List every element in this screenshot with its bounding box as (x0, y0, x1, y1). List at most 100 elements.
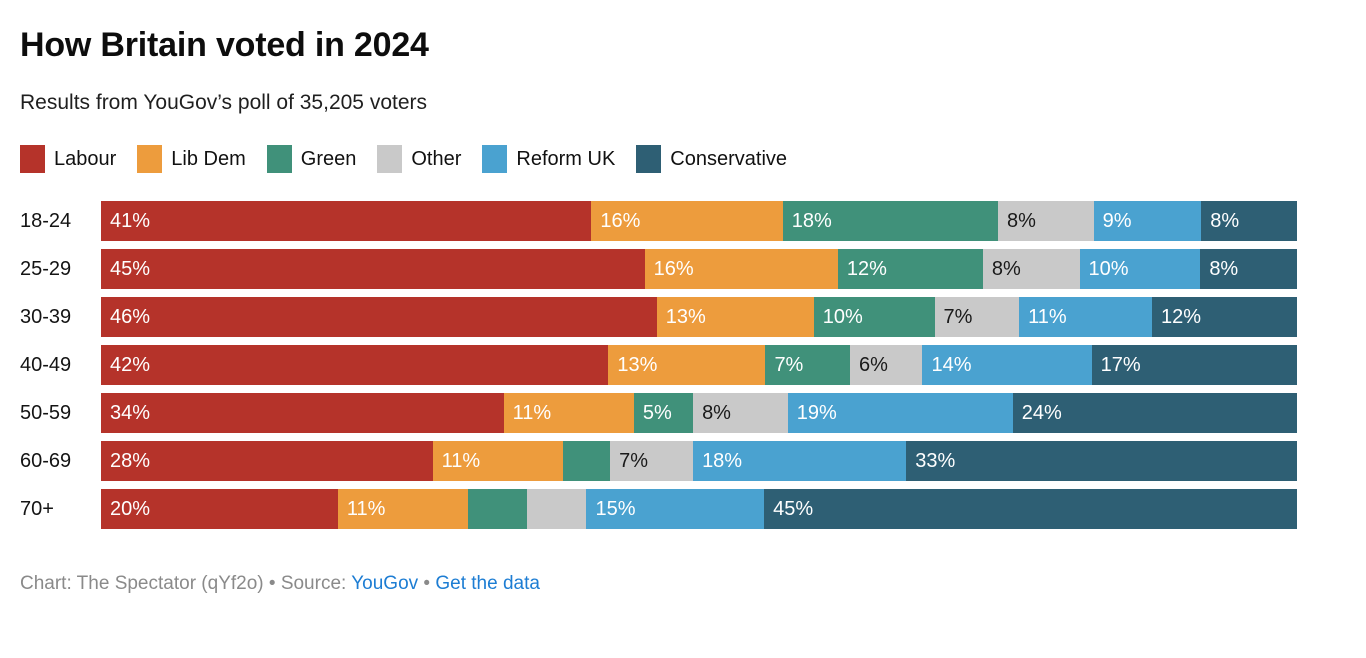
legend-swatch-green (266, 145, 292, 174)
bar-segment-conservative: 12% (1151, 297, 1297, 338)
segment-value-label: 46% (110, 306, 151, 329)
stacked-bar: 46% 13% 10% 7% 11% 12% (101, 297, 1297, 338)
bar-segment-green (562, 441, 611, 482)
bar-segment-green: 7% (765, 345, 850, 386)
segment-value-label: 28% (110, 450, 151, 473)
chart-row-70: 70+ 20% 11% 15% 45% (20, 489, 1297, 530)
segment-value-label: 7% (619, 450, 649, 473)
segment-value-label: 20% (110, 498, 151, 521)
legend-swatch-reform-uk (482, 145, 508, 174)
bar-segment-labour: 46% (101, 297, 657, 338)
segment-value-label: 10% (1088, 258, 1129, 281)
footer-attribution: Chart: The Spectator (qYf2o) • Source: Y… (20, 573, 1346, 595)
segment-value-label: 16% (600, 210, 641, 233)
bar-segment-other (527, 489, 587, 530)
age-group-label: 70+ (20, 498, 54, 521)
bar-segment-conservative: 8% (1201, 201, 1297, 242)
age-group-label: 25-29 (20, 258, 72, 281)
segment-value-label: 7% (774, 354, 804, 377)
segment-value-label: 15% (595, 498, 636, 521)
bar-segment-other: 7% (610, 441, 694, 482)
segment-value-label: 8% (1210, 210, 1240, 233)
bar-segment-other: 8% (997, 201, 1094, 242)
segment-value-label: 12% (1160, 306, 1202, 329)
segment-value-label: 16% (653, 258, 694, 281)
bar-segment-green: 10% (813, 297, 935, 338)
chart-subtitle: Results from YouGov’s poll of 35,205 vot… (20, 91, 428, 115)
legend-item-green: Green (266, 145, 356, 174)
footer-prefix-text: Chart: The Spectator (qYf2o) • Source: (20, 573, 352, 595)
segment-value-label: 11% (441, 450, 481, 473)
segment-value-label: 11% (346, 498, 386, 521)
segment-value-label: 42% (110, 354, 151, 377)
bar-segment-lib-dem: 16% (591, 201, 783, 242)
legend: Labour Lib Dem Green Other Reform UK Conserva… (20, 145, 1346, 174)
segment-value-label: 19% (796, 402, 837, 425)
stacked-bar: 34% 11% 5% 8% 19% 24% (101, 393, 1297, 434)
bar-segment-reform-uk: 14% (922, 345, 1092, 386)
bar-segment-conservative: 45% (764, 489, 1297, 530)
chart-title: How Britain voted in 2024 (20, 26, 429, 64)
legend-item-conservative: Conservative (636, 145, 787, 174)
chart-row-25-29: 25-29 45% 16% 12% 8% 10% 8% (20, 249, 1297, 290)
segment-value-label: 14% (931, 354, 972, 377)
legend-label: Reform UK (516, 147, 616, 170)
bar-segment-other: 7% (934, 297, 1020, 338)
segment-value-label: 17% (1100, 354, 1141, 377)
segment-value-label: 11% (512, 402, 552, 425)
bar-segment-labour: 45% (101, 249, 645, 290)
chart: 18-24 41% 16% 18% 8% 9% 8% 25-29 45% 16% 12% 8% 10% 8… (20, 201, 1297, 530)
bar-segment-labour: 42% (101, 345, 609, 386)
segment-value-label: 8% (1209, 258, 1239, 281)
bar-segment-reform-uk: 19% (787, 393, 1013, 434)
bar-segment-conservative: 17% (1091, 345, 1297, 386)
bar-segment-conservative: 8% (1200, 249, 1297, 290)
bar-segment-green: 5% (633, 393, 694, 434)
segment-value-label: 5% (642, 402, 672, 425)
bar-segment-green: 18% (782, 201, 998, 242)
get-the-data-link[interactable]: Get the data (435, 573, 540, 595)
bar-segment-conservative: 24% (1012, 393, 1297, 434)
age-group-label: 30-39 (20, 306, 72, 329)
stacked-bar: 28% 11% 7% 18% 33% (101, 441, 1297, 482)
bar-segment-reform-uk: 10% (1079, 249, 1201, 290)
legend-swatch-conservative (636, 145, 662, 174)
bar-segment-lib-dem: 11% (337, 489, 469, 530)
bar-segment-labour: 34% (101, 393, 504, 434)
legend-swatch-other (377, 145, 403, 174)
bar-segment-other: 6% (850, 345, 923, 386)
segment-value-label: 34% (110, 402, 151, 425)
stacked-bar: 41% 16% 18% 8% 9% 8% (101, 201, 1297, 242)
legend-swatch-lib-dem (137, 145, 163, 174)
legend-item-labour: Labour (20, 145, 116, 174)
bar-segment-other: 8% (982, 249, 1080, 290)
bar-segment-other: 8% (693, 393, 788, 434)
segment-value-label: 12% (846, 258, 887, 281)
segment-value-label: 8% (991, 258, 1021, 281)
segment-value-label: 45% (110, 258, 151, 281)
legend-label: Other (411, 147, 462, 170)
legend-swatch-labour (20, 145, 45, 174)
chart-row-60-69: 60-69 28% 11% 7% 18% 33% (20, 441, 1297, 482)
bar-segment-reform-uk: 15% (586, 489, 765, 530)
chart-row-30-39: 30-39 46% 13% 10% 7% 11% 12% (20, 297, 1297, 338)
segment-value-label: 13% (617, 354, 658, 377)
segment-value-label: 9% (1102, 210, 1132, 233)
legend-label: Lib Dem (171, 147, 246, 170)
segment-value-label: 11% (1028, 306, 1067, 329)
age-group-label: 18-24 (20, 210, 72, 233)
segment-value-label: 8% (702, 402, 731, 425)
legend-item-other: Other (377, 145, 462, 174)
source-link[interactable]: YouGov (351, 573, 419, 595)
stacked-bar: 20% 11% 15% 45% (101, 489, 1297, 530)
segment-value-label: 18% (791, 210, 832, 233)
segment-value-label: 33% (915, 450, 956, 473)
segment-value-label: 45% (773, 498, 814, 521)
segment-value-label: 41% (110, 210, 151, 233)
stacked-bar: 45% 16% 12% 8% 10% 8% (101, 249, 1297, 290)
age-group-label: 40-49 (20, 354, 72, 377)
bar-segment-green: 12% (837, 249, 983, 290)
bar-segment-labour: 28% (101, 441, 433, 482)
bar-segment-lib-dem: 11% (503, 393, 634, 434)
chart-row-40-49: 40-49 42% 13% 7% 6% 14% 17% (20, 345, 1297, 386)
